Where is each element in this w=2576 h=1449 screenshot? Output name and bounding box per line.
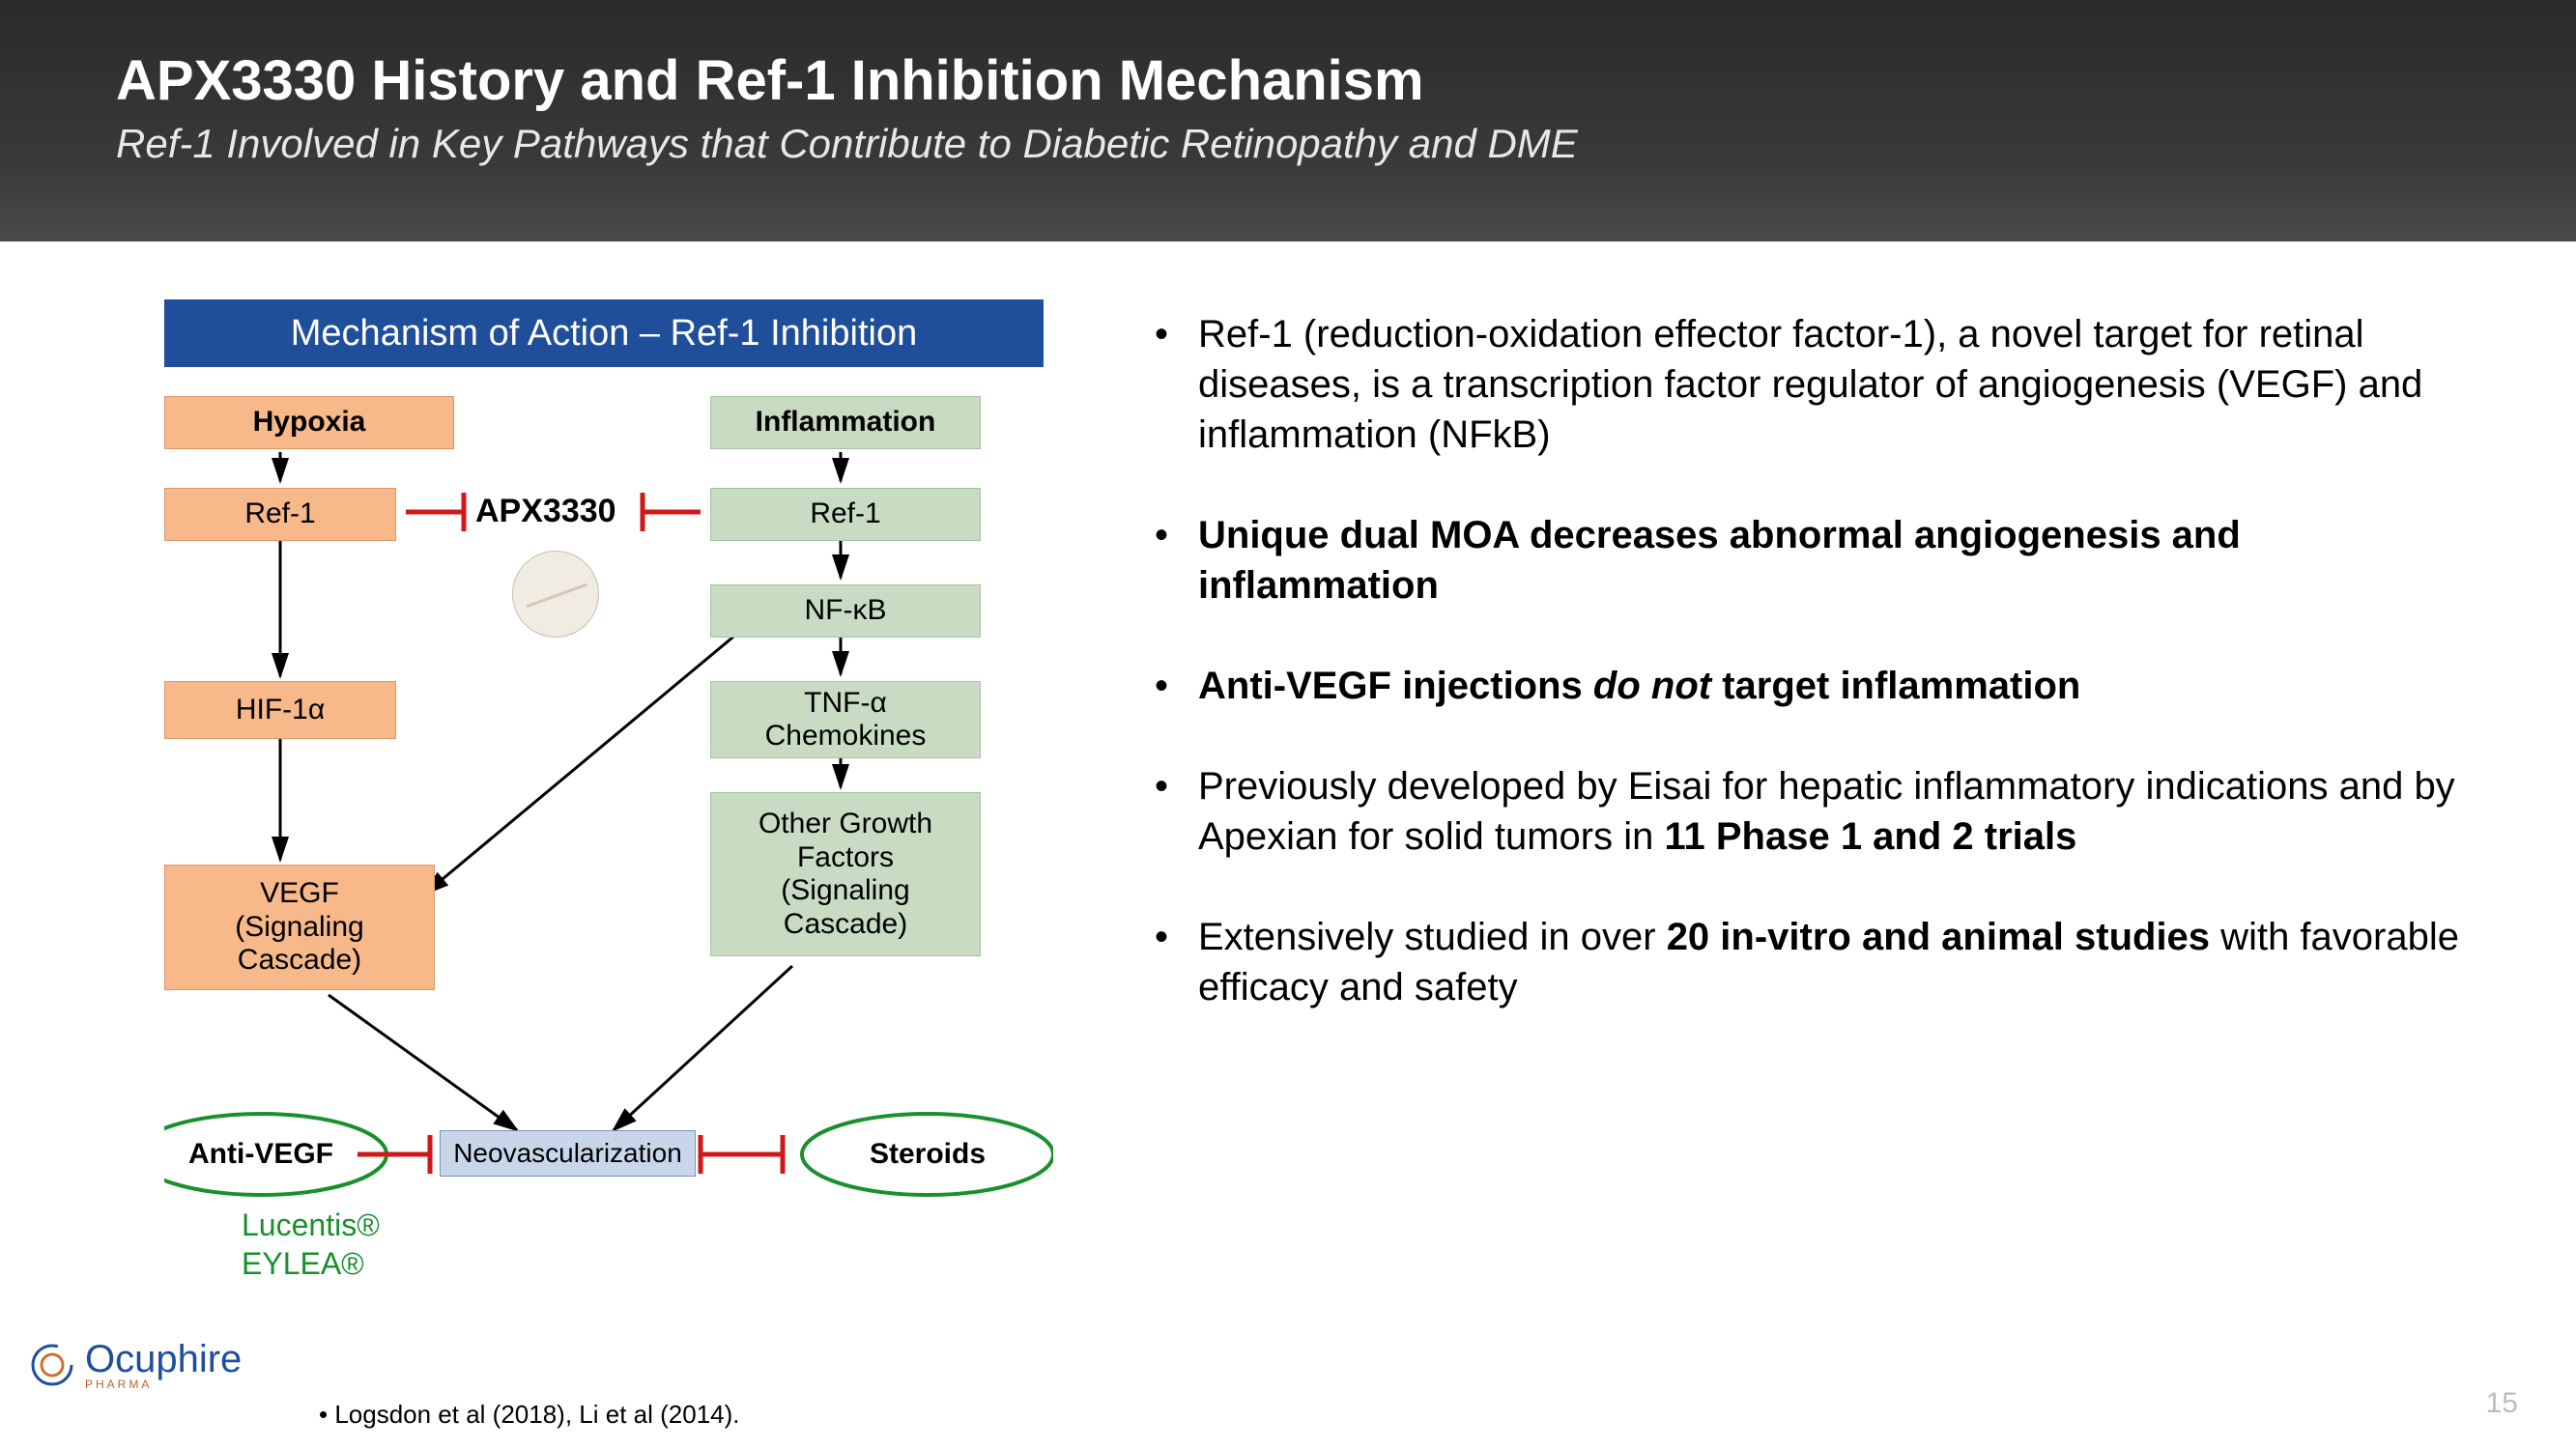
logo-text: Ocuphire xyxy=(85,1338,242,1381)
drug-lucentis: Lucentis® xyxy=(242,1208,380,1243)
bullet-item: Anti-VEGF injections do not target infla… xyxy=(1150,661,2483,711)
node-vegf: VEGF (Signaling Cascade) xyxy=(164,865,435,990)
apx-label: APX3330 xyxy=(475,493,616,530)
moa-diagram: Mechanism of Action – Ref-1 Inhibition xyxy=(164,299,1053,1381)
bullet-item: Unique dual MOA decreases abnormal angio… xyxy=(1150,510,2483,611)
node-hif1a: HIF-1α xyxy=(164,681,396,739)
pill-icon xyxy=(512,551,599,638)
label-antivegf: Anti-VEGF xyxy=(188,1138,333,1171)
diagram-title: Mechanism of Action – Ref-1 Inhibition xyxy=(164,299,1044,367)
slide-body: Mechanism of Action – Ref-1 Inhibition xyxy=(0,242,2576,1449)
node-tnfa: TNF-α Chemokines xyxy=(710,681,981,758)
drug-eylea: EYLEA® xyxy=(242,1246,364,1282)
bullet-list: Ref-1 (reduction-oxidation effector fact… xyxy=(1150,309,2483,1063)
slide-title: APX3330 History and Ref-1 Inhibition Mec… xyxy=(116,48,2460,113)
logo: Ocuphire PHARMA xyxy=(29,1338,242,1391)
node-ref1-right: Ref-1 xyxy=(710,488,981,541)
logo-icon xyxy=(29,1342,75,1388)
node-neovascularization: Neovascularization xyxy=(440,1130,696,1177)
node-hypoxia: Hypoxia xyxy=(164,396,454,449)
node-inflammation: Inflammation xyxy=(710,396,981,449)
label-steroids: Steroids xyxy=(870,1138,986,1171)
page-number: 15 xyxy=(2486,1387,2518,1420)
slide-subtitle: Ref-1 Involved in Key Pathways that Cont… xyxy=(116,121,2460,167)
node-ref1-left: Ref-1 xyxy=(164,488,396,541)
bullet-item: Previously developed by Eisai for hepati… xyxy=(1150,761,2483,862)
slide-header: APX3330 History and Ref-1 Inhibition Mec… xyxy=(0,0,2576,242)
bullet-item: Ref-1 (reduction-oxidation effector fact… xyxy=(1150,309,2483,460)
slide: APX3330 History and Ref-1 Inhibition Mec… xyxy=(0,0,2576,1449)
bullet-item: Extensively studied in over 20 in-vitro … xyxy=(1150,912,2483,1012)
footnote: • Logsdon et al (2018), Li et al (2014). xyxy=(319,1400,740,1430)
node-nfkb: NF-κB xyxy=(710,584,981,638)
node-growth-factors: Other Growth Factors (Signaling Cascade) xyxy=(710,792,981,956)
